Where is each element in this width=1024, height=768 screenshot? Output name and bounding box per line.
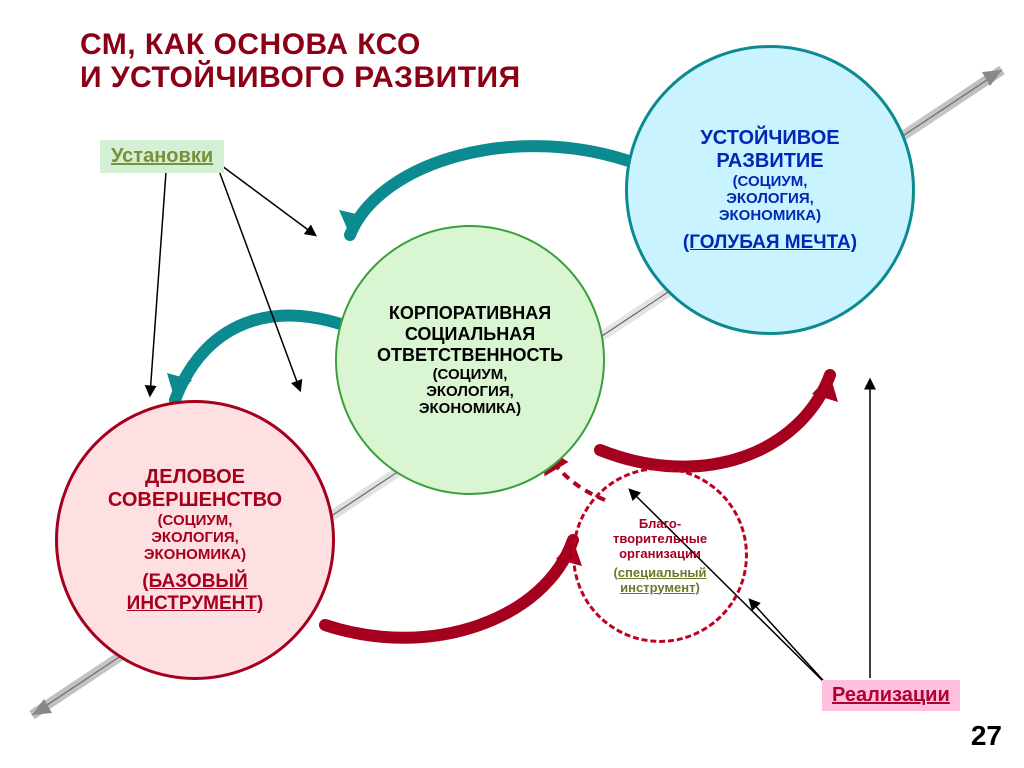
node-sustainable: УСТОЙЧИВОЕ РАЗВИТИЕ (СОЦИУМ, ЭКОЛОГИЯ, Э… <box>625 45 915 335</box>
node-exc-sub3: ЭКОНОМИКА) <box>144 546 246 563</box>
node-csr-title2: СОЦИАЛЬНАЯ <box>405 324 535 345</box>
thin-arrow-2 <box>218 168 300 390</box>
node-exc-link2: ИНСТРУМЕНТ) <box>127 593 264 615</box>
title-line1: СМ, КАК ОСНОВА КСО <box>80 28 421 61</box>
node-csr-title3: ОТВЕТСТВЕННОСТЬ <box>377 345 563 366</box>
node-sustainable-title2: РАЗВИТИЕ <box>716 150 823 173</box>
node-exc-sub2: ЭКОЛОГИЯ, <box>151 529 239 546</box>
node-csr: КОРПОРАТИВНАЯ СОЦИАЛЬНАЯ ОТВЕТСТВЕННОСТЬ… <box>335 225 605 495</box>
node-sustainable-sub1: (СОЦИУМ, <box>733 173 808 190</box>
node-exc-title1: ДЕЛОВОЕ <box>145 466 245 489</box>
thin-arrow-4 <box>750 600 830 688</box>
node-charity-l3: организации <box>619 546 701 561</box>
node-csr-sub1: (СОЦИУМ, <box>433 366 508 383</box>
node-sustainable-title1: УСТОЙЧИВОЕ <box>700 127 839 150</box>
page-number: 27 <box>971 720 1002 752</box>
slide-stage: СМ, КАК ОСНОВА КСО И УСТОЙЧИВОГО РАЗВИТИ… <box>0 0 1024 768</box>
node-csr-sub3: ЭКОНОМИКА) <box>419 400 521 417</box>
teal-arrow-upper <box>350 146 640 235</box>
node-csr-sub2: ЭКОЛОГИЯ, <box>426 383 514 400</box>
red-arrow-upper <box>600 375 830 467</box>
node-charity-l1: Благо- <box>639 516 681 531</box>
node-charity-link1: (специальный <box>613 565 706 580</box>
node-charity-link2: инструмент) <box>620 580 700 595</box>
node-exc-sub1: (СОЦИУМ, <box>158 512 233 529</box>
node-charity: Благо- творительные организации (специал… <box>572 467 748 643</box>
slide-title: СМ, КАК ОСНОВА КСО И УСТОЙЧИВОГО РАЗВИТИ… <box>80 28 521 94</box>
badge-settings: Установки <box>100 140 224 173</box>
badge-realizations: Реализации <box>822 680 960 711</box>
title-line2: И УСТОЙЧИВОГО РАЗВИТИЯ <box>80 61 521 94</box>
node-charity-l2: творительные <box>613 531 707 546</box>
node-csr-title1: КОРПОРАТИВНАЯ <box>389 303 551 324</box>
node-excellence: ДЕЛОВОЕ СОВЕРШЕНСТВО (СОЦИУМ, ЭКОЛОГИЯ, … <box>55 400 335 680</box>
node-sustainable-link: (ГОЛУБАЯ МЕЧТА) <box>683 232 857 254</box>
thin-arrow-3 <box>150 172 166 395</box>
node-sustainable-sub3: ЭКОНОМИКА) <box>719 207 821 224</box>
node-sustainable-sub2: ЭКОЛОГИЯ, <box>726 190 814 207</box>
node-exc-link1: (БАЗОВЫЙ <box>142 571 247 593</box>
node-exc-title2: СОВЕРШЕНСТВО <box>108 489 282 512</box>
thin-arrow-1 <box>218 163 315 235</box>
red-arrow-lower <box>325 540 573 638</box>
